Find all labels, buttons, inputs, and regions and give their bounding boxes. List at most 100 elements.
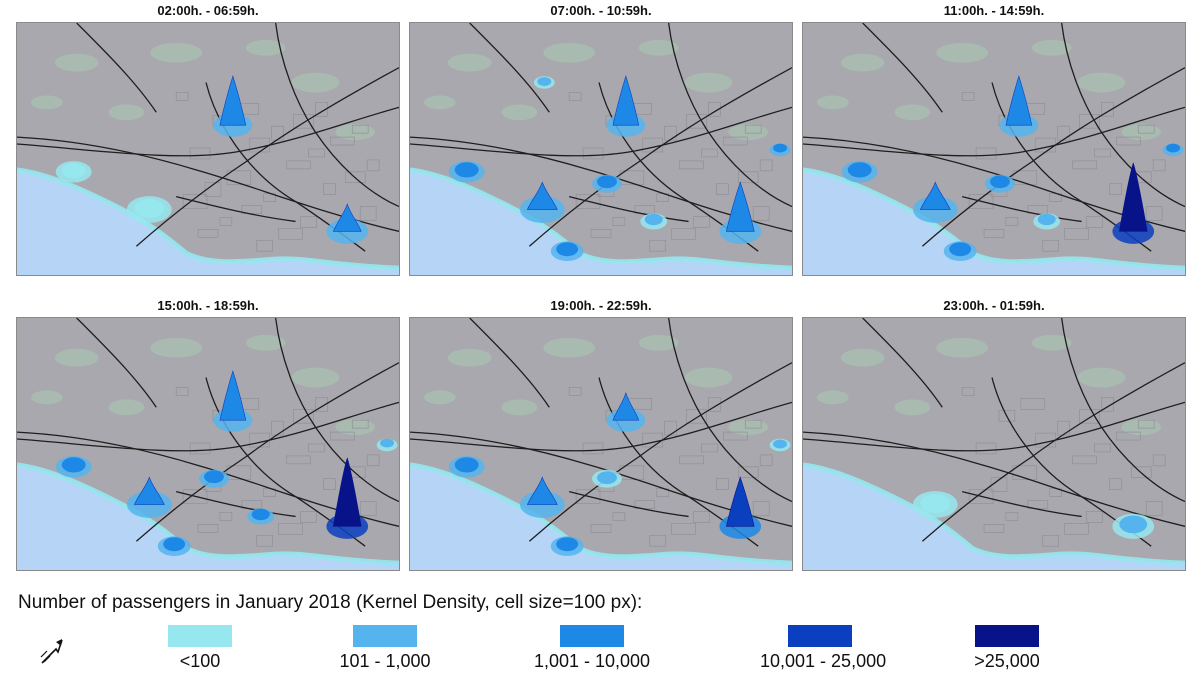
city-parcel <box>961 387 975 396</box>
city-parcel <box>759 159 773 172</box>
park-area <box>1031 334 1072 351</box>
city-parcel <box>1005 512 1019 521</box>
road <box>410 431 792 527</box>
density-map <box>409 22 793 276</box>
park-area <box>1121 419 1162 436</box>
city-parcel <box>686 408 707 424</box>
city-parcel <box>737 466 759 479</box>
city-parcel <box>744 419 762 429</box>
road <box>921 362 1185 542</box>
density-hotspot-coastA <box>519 476 565 518</box>
density-hotspot-north <box>606 391 646 432</box>
density-hotspot-coastB <box>157 536 191 557</box>
city-parcel <box>1027 205 1049 214</box>
density-hotspot-port <box>719 181 762 244</box>
city-parcel <box>612 512 626 521</box>
density-hotspot-west <box>448 456 485 478</box>
city-parcel <box>1137 419 1155 429</box>
park-area <box>936 337 989 358</box>
road <box>469 23 550 113</box>
city-parcel <box>983 229 1005 238</box>
panel-title: 07:00h. - 10:59h. <box>550 3 652 18</box>
city-parcel <box>634 500 656 509</box>
road <box>668 23 792 208</box>
road <box>962 490 1082 518</box>
city-parcel <box>1152 454 1166 467</box>
city-parcel <box>679 160 704 170</box>
city-parcel <box>582 442 604 455</box>
city-parcel <box>723 136 748 146</box>
city-parcel <box>968 194 994 209</box>
city-parcel <box>1116 431 1141 441</box>
park-area <box>1077 367 1126 388</box>
density-hotspot-port <box>719 476 762 539</box>
density-hotspot-coastB <box>550 241 584 262</box>
road <box>17 401 399 452</box>
park-area <box>245 334 286 351</box>
legend-swatch <box>975 625 1039 647</box>
city-parcel <box>1145 501 1163 516</box>
city-parcel <box>686 113 707 129</box>
city-parcel <box>701 443 718 453</box>
city-parcel <box>568 92 582 101</box>
city-parcel <box>323 478 336 490</box>
density-hotspot-coastA <box>126 196 172 223</box>
city-parcel <box>315 102 328 117</box>
road <box>76 318 157 408</box>
road <box>921 67 1185 247</box>
city-parcel <box>582 147 604 160</box>
panel-title: 15:00h. - 18:59h. <box>157 298 259 313</box>
city-parcel <box>226 465 252 481</box>
park-area <box>30 390 63 405</box>
city-parcel <box>1137 124 1155 134</box>
city-parcel <box>752 501 770 516</box>
city-parcel <box>693 216 710 228</box>
city-parcel <box>1116 136 1141 146</box>
legend-swatch <box>168 625 232 647</box>
city-parcel <box>351 419 369 429</box>
park-area <box>840 53 885 72</box>
road <box>668 318 792 503</box>
density-hotspot-west <box>448 161 485 183</box>
city-parcel <box>1020 398 1046 410</box>
city-parcel <box>175 387 189 396</box>
city-parcel <box>1012 170 1038 186</box>
city-parcel <box>1145 206 1163 221</box>
legend-swatch <box>353 625 417 647</box>
legend-item-gt25000: >25,000 <box>947 625 1067 672</box>
road <box>135 362 399 542</box>
city-parcel <box>679 455 704 465</box>
legend-label: 10,001 - 25,000 <box>760 651 887 671</box>
city-parcel <box>671 228 696 240</box>
park-area <box>894 104 931 121</box>
city-parcel <box>990 477 1008 492</box>
density-hotspot-center <box>199 469 229 488</box>
city-parcel <box>1079 113 1100 129</box>
city-parcel <box>708 397 721 412</box>
legend-item-10001-25000: 10,001 - 25,000 <box>760 625 887 672</box>
road <box>176 490 296 518</box>
density-hotspot-east <box>1162 143 1184 157</box>
density-hotspot-port <box>1112 162 1155 244</box>
road <box>1061 318 1185 503</box>
park-area <box>816 95 849 110</box>
sea-area <box>17 464 399 570</box>
city-parcel <box>1109 183 1122 195</box>
city-parcel <box>737 171 759 184</box>
park-area <box>335 419 376 436</box>
city-parcel <box>330 136 355 146</box>
city-parcel <box>590 524 612 533</box>
city-parcel <box>189 442 211 455</box>
city-parcel <box>293 408 314 424</box>
park-area <box>108 399 145 416</box>
road <box>803 136 1185 232</box>
city-parcel <box>351 124 369 134</box>
road <box>962 195 1082 223</box>
city-parcel <box>359 501 377 516</box>
density-hotspot-port <box>326 203 369 244</box>
city-parcel <box>256 534 273 547</box>
city-parcel <box>1094 443 1111 453</box>
density-map <box>16 317 400 571</box>
city-parcel <box>1101 102 1114 117</box>
park-area <box>728 124 769 141</box>
